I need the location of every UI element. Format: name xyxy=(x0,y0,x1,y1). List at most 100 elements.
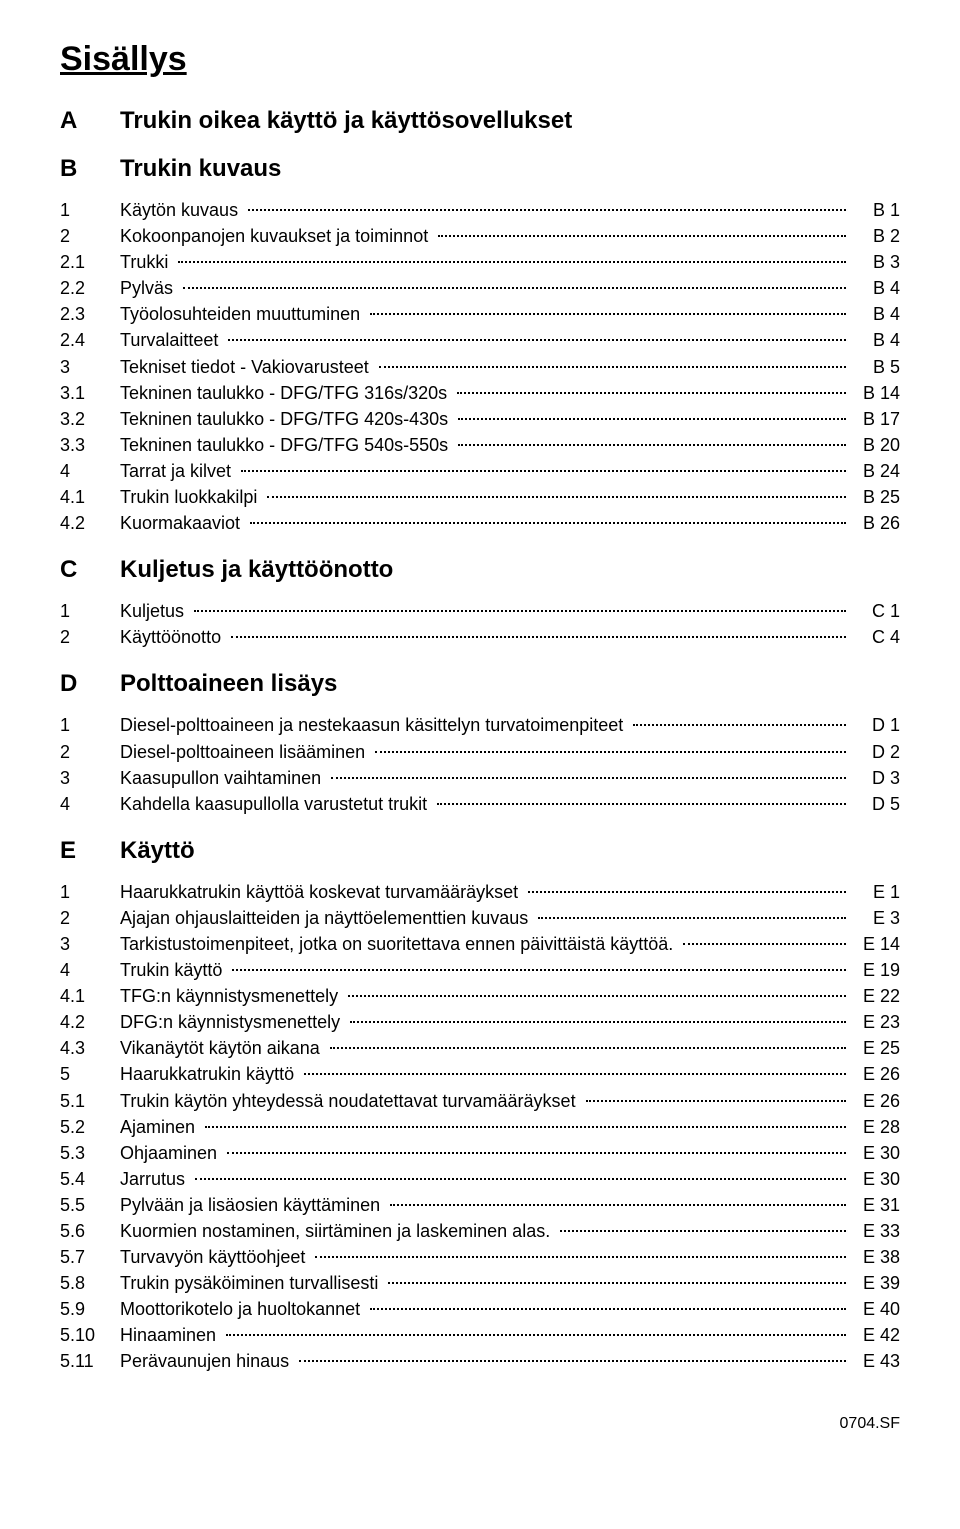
toc-entry-number: 5.9 xyxy=(60,1296,120,1322)
toc-entry-number: 2.3 xyxy=(60,301,120,327)
toc-entry-label: Tekniset tiedot - Vakiovarusteet xyxy=(120,354,375,380)
section-title: Trukin kuvaus xyxy=(120,155,281,183)
toc-dot-leader xyxy=(538,917,846,919)
toc-entry-number: 4.2 xyxy=(60,1009,120,1035)
toc-row: 5.2Ajaminen E 28 xyxy=(60,1114,900,1140)
toc-entry-number: 1 xyxy=(60,197,120,223)
toc-row: 2Diesel-polttoaineen lisääminenD 2 xyxy=(60,739,900,765)
toc-entry-page: E 1 xyxy=(850,879,900,905)
toc-dot-leader xyxy=(348,995,846,997)
section-heading: EKäyttö xyxy=(60,837,900,865)
toc-dot-leader xyxy=(232,969,846,971)
toc-row: 5.8Trukin pysäköiminen turvallisestiE 39 xyxy=(60,1270,900,1296)
toc-entry-number: 5.5 xyxy=(60,1192,120,1218)
toc-entry-number: 2.2 xyxy=(60,275,120,301)
section-title: Käyttö xyxy=(120,837,195,865)
toc-entry-label: Tarrat ja kilvet xyxy=(120,458,237,484)
toc-row: 4.2DFG:n käynnistysmenettely E 23 xyxy=(60,1009,900,1035)
toc-entry-label: TFG:n käynnistysmenettely xyxy=(120,983,344,1009)
toc-dot-leader xyxy=(331,777,846,779)
toc-entry-page: D 5 xyxy=(850,791,900,817)
toc-row: 3Tarkistustoimenpiteet, jotka on suorite… xyxy=(60,931,900,957)
toc-row: 1Käytön kuvausB 1 xyxy=(60,197,900,223)
toc-entry-page: B 20 xyxy=(850,432,900,458)
toc-entry-number: 2 xyxy=(60,624,120,650)
toc-entry-page: E 19 xyxy=(850,957,900,983)
page-title: Sisällys xyxy=(60,40,900,79)
toc-dot-leader xyxy=(458,444,846,446)
toc-entry-number: 5.10 xyxy=(60,1322,120,1348)
toc-entry-number: 4.1 xyxy=(60,484,120,510)
toc-row: 4.1TFG:n käynnistysmenettelyE 22 xyxy=(60,983,900,1009)
toc-dot-leader xyxy=(390,1204,846,1206)
section-heading: ATrukin oikea käyttö ja käyttösovellukse… xyxy=(60,107,900,135)
toc-entry-page: B 4 xyxy=(850,327,900,353)
toc-entry-number: 5 xyxy=(60,1061,120,1087)
toc-dot-leader xyxy=(560,1230,846,1232)
toc-entry-page: D 2 xyxy=(850,739,900,765)
toc-entry-label: Jarrutus xyxy=(120,1166,191,1192)
toc-entry-page: E 26 xyxy=(850,1088,900,1114)
toc-entry-number: 2.1 xyxy=(60,249,120,275)
toc-entry-label: Trukki xyxy=(120,249,174,275)
toc-entry-number: 2 xyxy=(60,739,120,765)
toc-entry-label: Ajaminen xyxy=(120,1114,201,1140)
toc-row: 1KuljetusC 1 xyxy=(60,598,900,624)
toc-entry-page: E 42 xyxy=(850,1322,900,1348)
toc-entry-page: E 3 xyxy=(850,905,900,931)
section-letter: C xyxy=(60,556,120,584)
toc-entry-number: 4.3 xyxy=(60,1035,120,1061)
toc-entry-label: Tekninen taulukko - DFG/TFG 420s-430s xyxy=(120,406,454,432)
toc-entry-page: B 4 xyxy=(850,275,900,301)
toc-entry-label: Työolosuhteiden muuttuminen xyxy=(120,301,366,327)
section-title: Trukin oikea käyttö ja käyttösovellukset xyxy=(120,107,572,135)
toc-dot-leader xyxy=(241,470,846,472)
toc-entry-label: Pylvään ja lisäosien käyttäminen xyxy=(120,1192,386,1218)
toc-entry-label: Trukin käytön yhteydessä noudatettavat t… xyxy=(120,1088,582,1114)
toc-entry-number: 4 xyxy=(60,957,120,983)
toc-entry-number: 3.1 xyxy=(60,380,120,406)
toc-entry-label: Trukin käyttö xyxy=(120,957,228,983)
toc-entry-number: 5.2 xyxy=(60,1114,120,1140)
toc-entry-number: 5.8 xyxy=(60,1270,120,1296)
toc-row: 4.1Trukin luokkakilpiB 25 xyxy=(60,484,900,510)
toc-entry-label: Hinaaminen xyxy=(120,1322,222,1348)
toc-entry-page: E 14 xyxy=(850,931,900,957)
toc-entry-label: Pylväs xyxy=(120,275,179,301)
toc-entry-page: E 28 xyxy=(850,1114,900,1140)
toc-entry-page: D 1 xyxy=(850,712,900,738)
toc-row: 4.2KuormakaaviotB 26 xyxy=(60,510,900,536)
toc-entry-page: E 30 xyxy=(850,1166,900,1192)
toc-row: 5.6Kuormien nostaminen, siirtäminen ja l… xyxy=(60,1218,900,1244)
toc-dot-leader xyxy=(375,751,846,753)
toc-entry-label: Tarkistustoimenpiteet, jotka on suoritet… xyxy=(120,931,679,957)
toc-dot-leader xyxy=(586,1100,846,1102)
toc-entry-page: E 39 xyxy=(850,1270,900,1296)
toc-entry-label: DFG:n käynnistysmenettely xyxy=(120,1009,346,1035)
toc-row: 5.9Moottorikotelo ja huoltokannetE 40 xyxy=(60,1296,900,1322)
toc-dot-leader xyxy=(437,803,846,805)
toc-dot-leader xyxy=(438,235,846,237)
toc-entry-page: C 4 xyxy=(850,624,900,650)
toc-entry-label: Trukin luokkakilpi xyxy=(120,484,263,510)
toc-row: 1Haarukkatrukin käyttöä koskevat turvamä… xyxy=(60,879,900,905)
toc-entry-number: 5.4 xyxy=(60,1166,120,1192)
toc-entry-number: 1 xyxy=(60,879,120,905)
toc-dot-leader xyxy=(194,610,846,612)
toc-entry-page: E 23 xyxy=(850,1009,900,1035)
toc-entry-label: Tekninen taulukko - DFG/TFG 316s/320s xyxy=(120,380,453,406)
toc-entry-number: 4.2 xyxy=(60,510,120,536)
toc-entry-number: 1 xyxy=(60,712,120,738)
toc-dot-leader xyxy=(248,209,846,211)
toc-entry-page: E 38 xyxy=(850,1244,900,1270)
toc-entry-number: 2 xyxy=(60,223,120,249)
toc-entry-label: Käytön kuvaus xyxy=(120,197,244,223)
toc-dot-leader xyxy=(195,1178,846,1180)
toc-entry-page: B 2 xyxy=(850,223,900,249)
section-heading: BTrukin kuvaus xyxy=(60,155,900,183)
toc-entry-label: Perävaunujen hinaus xyxy=(120,1348,295,1374)
toc-row: 5.7Turvavyön käyttöohjeetE 38 xyxy=(60,1244,900,1270)
toc-row: 4Kahdella kaasupullolla varustetut truki… xyxy=(60,791,900,817)
toc-entry-label: Kuormien nostaminen, siirtäminen ja lask… xyxy=(120,1218,556,1244)
toc-dot-leader xyxy=(683,943,846,945)
